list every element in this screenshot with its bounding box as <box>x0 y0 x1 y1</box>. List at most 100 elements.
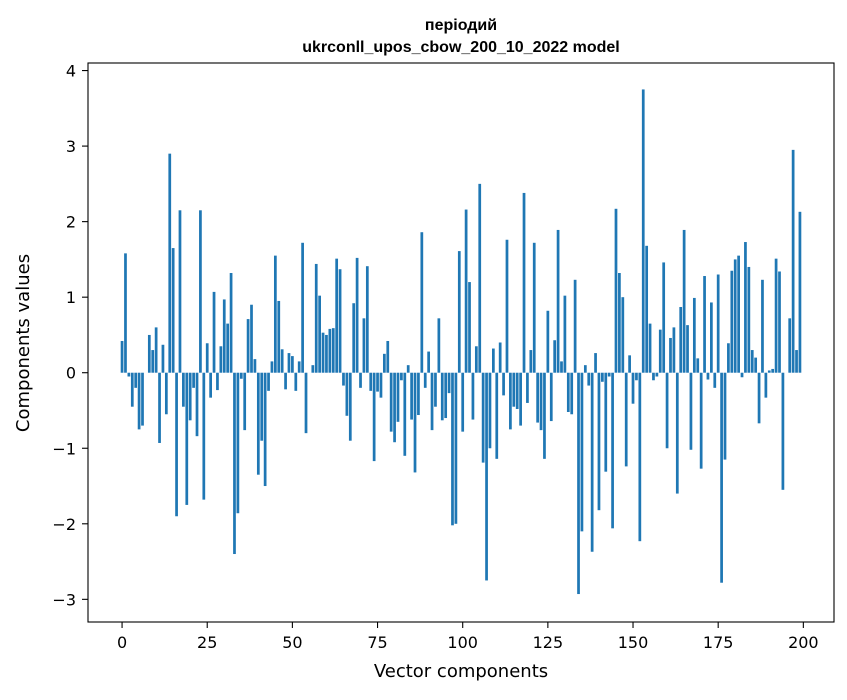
bar-component-124 <box>543 373 546 459</box>
bar-component-131 <box>567 373 570 412</box>
bar-component-74 <box>373 373 376 461</box>
bar-component-158 <box>659 330 662 373</box>
bar-component-31 <box>226 324 229 373</box>
bar-component-61 <box>328 329 331 373</box>
bar-component-156 <box>652 373 655 381</box>
bar-component-53 <box>301 243 304 373</box>
bar-component-72 <box>366 266 369 373</box>
bar-component-46 <box>277 301 280 373</box>
bar-component-39 <box>254 359 257 373</box>
bar-component-94 <box>441 373 444 421</box>
y-tick-label: 2 <box>66 213 76 232</box>
y-tick-label: 3 <box>66 137 76 156</box>
bar-component-25 <box>206 343 209 372</box>
bar-component-96 <box>448 373 451 393</box>
x-tick-label: 150 <box>618 633 649 652</box>
bar-component-145 <box>615 209 618 373</box>
bar-component-117 <box>519 373 522 426</box>
bar-component-187 <box>758 373 761 424</box>
bar-component-2 <box>128 373 131 377</box>
bar-component-63 <box>335 259 338 373</box>
y-tick-label: 4 <box>66 62 76 81</box>
bar-component-23 <box>199 210 202 372</box>
bar-component-51 <box>294 373 297 391</box>
bar-component-17 <box>179 210 182 372</box>
bar-component-148 <box>625 373 628 467</box>
bar-component-183 <box>744 242 747 373</box>
bar-component-34 <box>237 373 240 514</box>
bar-component-69 <box>356 258 359 373</box>
bar-component-36 <box>243 373 246 430</box>
bar-component-192 <box>775 259 778 373</box>
bar-component-179 <box>730 271 733 373</box>
bar-component-87 <box>417 373 420 415</box>
bar-component-159 <box>662 262 665 372</box>
y-tick-label: −1 <box>52 439 76 458</box>
bar-component-107 <box>485 373 488 581</box>
bar-component-180 <box>734 259 737 372</box>
bar-component-123 <box>540 373 543 430</box>
bar-component-150 <box>632 373 635 404</box>
bar-component-138 <box>591 373 594 552</box>
bar-component-15 <box>172 248 175 373</box>
bar-component-77 <box>383 354 386 373</box>
bar-component-76 <box>380 373 383 398</box>
bar-component-22 <box>196 373 199 436</box>
bar-component-173 <box>710 302 713 372</box>
y-tick-label: −3 <box>52 590 76 609</box>
bar-component-190 <box>768 370 771 372</box>
bar-component-128 <box>557 230 560 373</box>
bar-component-112 <box>502 373 505 396</box>
bar-component-130 <box>564 296 567 373</box>
bar-component-154 <box>645 246 648 373</box>
bar-component-88 <box>420 232 423 373</box>
x-axis-label: Vector components <box>374 661 548 682</box>
bar-component-162 <box>673 327 676 372</box>
bar-component-104 <box>475 346 478 372</box>
bar-component-152 <box>638 373 641 541</box>
bar-component-137 <box>587 373 590 386</box>
bar-component-18 <box>182 373 185 407</box>
bar-component-196 <box>788 318 791 372</box>
bar-component-6 <box>141 373 144 426</box>
bar-component-127 <box>553 340 556 372</box>
bar-component-86 <box>414 373 417 473</box>
bar-component-29 <box>219 346 222 372</box>
bar-component-144 <box>611 373 614 529</box>
x-tick-label: 25 <box>197 633 217 652</box>
bar-component-93 <box>438 318 441 372</box>
bar-component-160 <box>666 373 669 449</box>
bar-component-121 <box>533 243 536 373</box>
x-tick-label: 50 <box>282 633 302 652</box>
bar-component-98 <box>455 373 458 524</box>
bar-component-182 <box>741 373 744 378</box>
bar-component-58 <box>318 296 321 373</box>
bar-component-142 <box>604 373 607 472</box>
bar-component-84 <box>407 365 410 373</box>
bar-component-171 <box>703 276 706 373</box>
bar-component-73 <box>369 373 372 391</box>
bar-component-136 <box>584 365 587 373</box>
x-tick-label: 0 <box>117 633 127 652</box>
bar-component-90 <box>427 352 430 373</box>
bar-component-1 <box>124 253 127 372</box>
bar-component-50 <box>291 356 294 373</box>
bar-component-105 <box>478 184 481 373</box>
bar-component-199 <box>799 212 802 373</box>
bar-component-56 <box>311 365 314 373</box>
bar-component-80 <box>393 373 396 443</box>
bar-component-172 <box>707 373 710 380</box>
x-tick-label: 125 <box>533 633 564 652</box>
bar-component-167 <box>690 373 693 450</box>
bar-component-181 <box>737 256 740 373</box>
bar-component-9 <box>151 350 154 373</box>
bar-component-20 <box>189 373 192 421</box>
bar-component-13 <box>165 373 168 415</box>
y-tick-label: 1 <box>66 288 76 307</box>
bar-component-21 <box>192 373 195 388</box>
bar-component-24 <box>202 373 205 500</box>
bar-component-33 <box>233 373 236 554</box>
bar-component-133 <box>574 280 577 373</box>
